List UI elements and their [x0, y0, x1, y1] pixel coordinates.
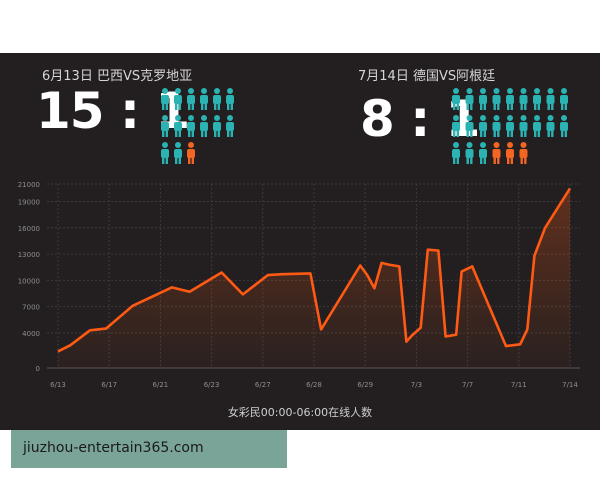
teal-person-icon	[226, 88, 234, 110]
teal-person-icon	[479, 142, 487, 164]
x-tick-label: 7/3	[411, 381, 422, 389]
teal-person-icon	[492, 88, 501, 110]
teal-person-icon	[479, 115, 487, 137]
teal-person-icon	[161, 88, 169, 110]
teal-person-icon	[465, 88, 474, 110]
teal-person-icon	[506, 88, 514, 110]
teal-person-icon	[465, 142, 474, 164]
orange-person-icon	[506, 142, 514, 164]
x-tick-label: 7/11	[511, 381, 527, 389]
teal-person-icon	[213, 115, 221, 137]
teal-person-icon	[452, 88, 460, 110]
y-tick-label: 10000	[18, 277, 40, 285]
teal-person-icon	[452, 115, 460, 137]
teal-person-icon	[560, 88, 568, 110]
teal-person-icon	[187, 115, 195, 137]
teal-person-icon	[492, 115, 501, 137]
x-tick-label: 6/21	[153, 381, 169, 389]
teal-person-icon	[533, 115, 541, 137]
teal-person-icon	[506, 115, 514, 137]
teal-person-icon	[200, 115, 208, 137]
y-tick-label: 4000	[22, 330, 40, 338]
y-tick-label: 19000	[18, 199, 40, 207]
teal-person-icon	[161, 115, 169, 137]
match-1-title: 6月13日 巴西VS克罗地亚	[42, 69, 193, 84]
y-tick-label: 16000	[18, 225, 40, 233]
site-url[interactable]: jiuzhou-entertain365.com	[23, 440, 204, 456]
teal-person-icon	[465, 115, 474, 137]
teal-person-icon	[226, 115, 234, 137]
teal-person-icon	[479, 88, 487, 110]
teal-person-icon	[519, 115, 528, 137]
orange-person-icon	[519, 142, 528, 164]
teal-person-icon	[174, 88, 182, 110]
series-line	[57, 187, 572, 353]
teal-person-icon	[546, 88, 555, 110]
orange-person-icon	[492, 142, 501, 164]
orange-person-icon	[187, 142, 195, 164]
teal-person-icon	[452, 142, 460, 164]
x-tick-label: 6/17	[101, 381, 117, 389]
teal-person-icon	[161, 142, 169, 164]
x-tick-label: 7/14	[562, 381, 578, 389]
x-tick-label: 6/27	[255, 381, 271, 389]
teal-person-icon	[174, 142, 182, 164]
x-tick-label: 7/7	[462, 381, 473, 389]
x-axis-label: 女彩民00:00-06:00在线人数	[227, 406, 373, 419]
y-tick-label: 7000	[22, 304, 40, 312]
y-tick-label: 13000	[18, 251, 40, 259]
x-tick-label: 6/29	[357, 381, 373, 389]
teal-person-icon	[187, 88, 195, 110]
teal-person-icon	[174, 115, 182, 137]
x-tick-label: 6/13	[50, 381, 66, 389]
teal-person-icon	[519, 88, 528, 110]
y-tick-label: 0	[36, 365, 40, 373]
teal-person-icon	[560, 115, 568, 137]
teal-person-icon	[546, 115, 555, 137]
teal-person-icon	[200, 88, 208, 110]
teal-person-icon	[533, 88, 541, 110]
match-2-score: 8 : 1	[360, 90, 480, 148]
series-area	[58, 188, 570, 368]
site-badge[interactable]: jiuzhou-entertain365.com	[11, 430, 287, 468]
match-2-title: 7月14日 德国VS阿根廷	[358, 69, 496, 84]
x-tick-label: 6/23	[204, 381, 220, 389]
x-tick-label: 6/28	[306, 381, 322, 389]
teal-person-icon	[213, 88, 221, 110]
y-tick-label: 21000	[18, 181, 40, 189]
